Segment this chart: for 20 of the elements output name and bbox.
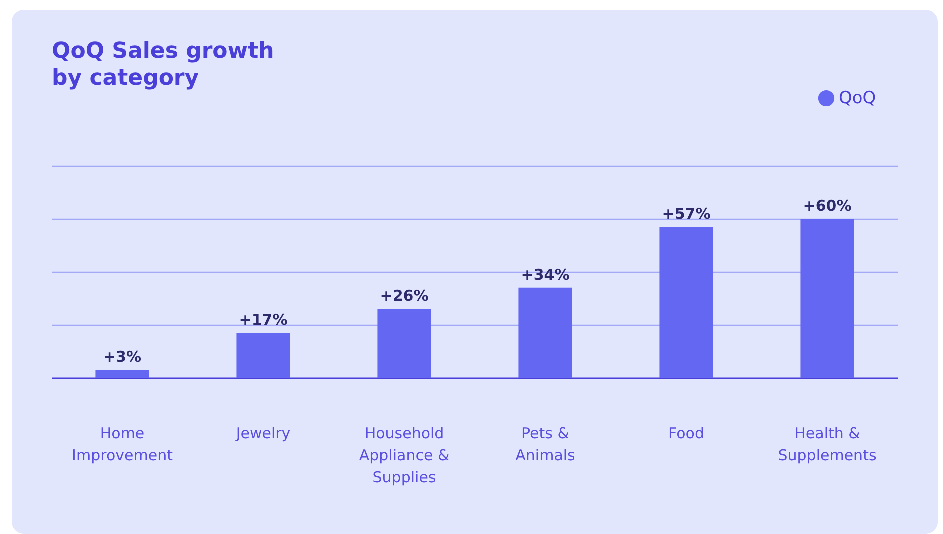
legend-label: QoQ	[839, 88, 876, 108]
x-tick-label: Food	[668, 424, 704, 442]
bar	[96, 370, 150, 378]
x-tick-label: Household Appliance & Supplies	[359, 424, 450, 486]
data-label: +57%	[662, 204, 711, 223]
x-tick-label: Jewelry	[235, 424, 291, 442]
bar	[236, 332, 290, 378]
data-label: +17%	[239, 310, 288, 329]
x-tick-label: Pets & Animals	[516, 424, 576, 464]
x-tick-label: Home Improvement	[72, 424, 174, 464]
data-label: +3%	[103, 348, 142, 366]
bar	[518, 288, 572, 378]
bar	[378, 309, 432, 378]
chart-title: QoQ Sales growth by category	[52, 39, 274, 91]
bar	[800, 219, 854, 378]
data-label: +60%	[803, 197, 852, 215]
data-label: +34%	[521, 266, 570, 284]
bar	[660, 226, 714, 378]
data-label: +26%	[380, 287, 429, 306]
x-tick-label: Health & Supplements	[778, 424, 877, 464]
